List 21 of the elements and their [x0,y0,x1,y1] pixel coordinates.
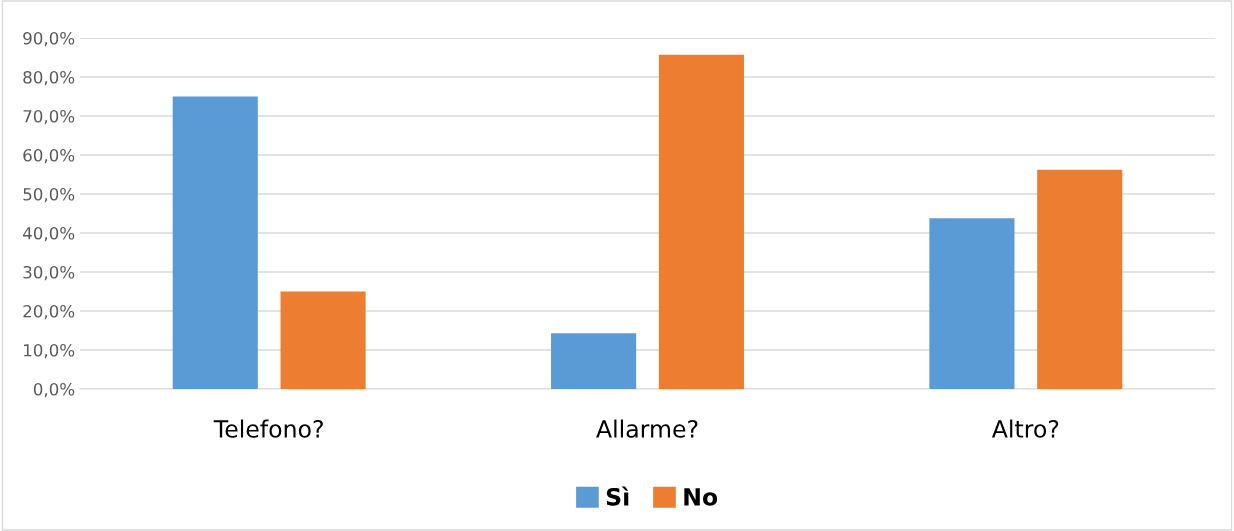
y-tick-label: 40,0% [23,226,75,242]
legend-label: No [684,488,718,506]
bar [658,54,744,389]
bar [280,291,366,389]
y-tick-label: 20,0% [23,304,75,320]
y-tick-label: 50,0% [23,187,75,203]
y-tick-label: 0,0% [33,382,75,398]
bar [551,333,637,389]
y-tick-label: 70,0% [23,109,75,125]
y-tick-label: 90,0% [23,31,75,47]
x-tick-label: Allarme? [596,419,698,438]
y-tick-label: 60,0% [23,148,75,164]
y-tick-label: 80,0% [23,70,75,86]
x-tick-label: Telefono? [213,419,323,438]
x-tick-label: Altro? [991,419,1059,438]
bar [1037,169,1123,389]
bar [929,218,1015,389]
bar [172,96,258,389]
y-tick-label: 30,0% [23,265,75,281]
legend-label: Sì [606,486,629,506]
y-tick-label: 10,0% [24,343,75,359]
